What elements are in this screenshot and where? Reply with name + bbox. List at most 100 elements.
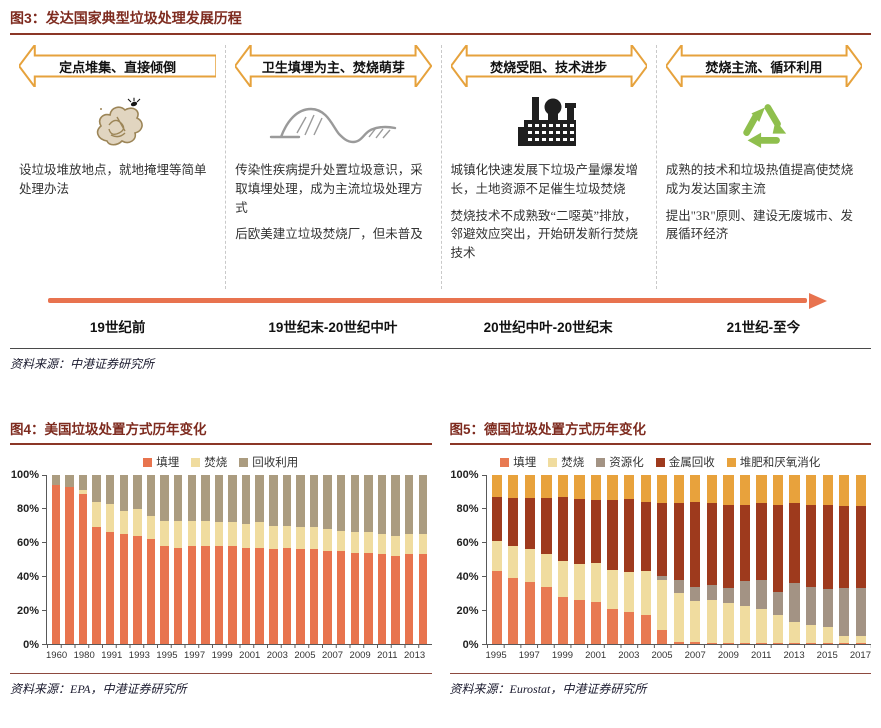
x-axis-label: 1993 xyxy=(128,650,150,661)
x-label-slot xyxy=(639,650,651,664)
bar-segment xyxy=(508,497,519,546)
bar-segment xyxy=(772,475,784,506)
bar-segment xyxy=(508,578,519,644)
stacked-bar xyxy=(105,475,115,644)
y-axis-label: 40% xyxy=(16,571,39,583)
x-axis-label: 2001 xyxy=(585,650,607,661)
y-axis: 100% 80% 60% 40% 20% 0% xyxy=(450,469,486,651)
legend-item: 资源化 xyxy=(596,454,644,470)
bar-segment xyxy=(624,475,635,499)
stacked-bar xyxy=(855,475,866,644)
bar-segment xyxy=(690,586,701,601)
x-label-slot: 2003 xyxy=(267,650,288,664)
x-label-slot: 2009 xyxy=(718,650,739,664)
y-axis-label: 0% xyxy=(23,639,39,651)
bar-slot xyxy=(131,475,145,644)
bar-segment xyxy=(541,475,552,498)
bar-segment xyxy=(508,545,519,579)
stacked-bar xyxy=(364,475,373,644)
x-label-slot xyxy=(771,650,783,664)
y-axis-tick xyxy=(481,474,486,476)
y-axis-label: 60% xyxy=(456,537,479,549)
bar-segment xyxy=(673,475,684,503)
bar-segment xyxy=(51,475,60,486)
stage-column: 焚烧受阻、技术进步 城镇化快速发展下垃圾产量爆发增长，土地资源不足催生垃圾焚烧 焚烧… xyxy=(440,45,656,289)
bar-segment xyxy=(269,475,278,526)
bar-slot xyxy=(348,475,362,644)
stacked-bar xyxy=(624,475,635,644)
stage-banner-label: 焚烧主流、循环利用 xyxy=(705,59,823,75)
y-axis-label: 20% xyxy=(456,605,479,617)
y-axis-label: 100% xyxy=(10,469,39,481)
stage-column: 焚烧主流、循环利用 成熟的技术和垃圾热值提高使焚烧成为发达国家主流 提出"3R"原则… xyxy=(655,45,871,289)
legend-item: 填埋 xyxy=(143,454,179,470)
stages-row: 定点堆集、直接倾倒 设垃圾堆放地点，就地掩埋等简单处理办法 卫生填埋为主、焚烧萌芽传… xyxy=(10,45,871,289)
x-axis-label: 2005 xyxy=(294,650,316,661)
timeline-arrowhead-icon xyxy=(809,293,827,309)
bar-segment xyxy=(146,539,156,644)
y-axis-label: 60% xyxy=(16,537,39,549)
y-axis-tick xyxy=(42,474,46,476)
x-axis-label: 1995 xyxy=(485,650,507,661)
y-axis-tick xyxy=(42,508,46,510)
x-label-slot xyxy=(673,650,685,664)
stage-icon-box xyxy=(19,91,216,153)
bar-segment xyxy=(508,475,519,498)
stacked-bar xyxy=(756,475,767,644)
bar-segment xyxy=(806,643,817,644)
bar-segment xyxy=(187,475,196,521)
recycle-icon xyxy=(743,104,787,149)
bar-segment xyxy=(296,527,305,550)
bar-segment xyxy=(491,475,502,497)
bar-segment xyxy=(133,508,142,536)
bar-segment xyxy=(839,643,850,644)
bar-slot xyxy=(280,475,294,644)
y-axis-tick xyxy=(42,609,46,611)
bar-segment xyxy=(739,475,751,505)
plot-column: 1995 1997 1999 2001 2003 2005 2007 2009 2011 2013… xyxy=(481,474,871,664)
bar-segment xyxy=(806,475,817,505)
bar-segment xyxy=(160,520,169,546)
stage-paragraph: 焚烧技术不成熟致“二噁英”排放，邻避效应突出，开始研发新行焚烧技术 xyxy=(450,208,639,261)
bar-segment xyxy=(391,535,400,557)
legend-label: 焚烧 xyxy=(204,457,228,469)
legend-label: 焚烧 xyxy=(561,457,585,469)
bar-segment xyxy=(201,520,210,546)
x-axis-label: 2007 xyxy=(321,650,344,661)
stacked-bar xyxy=(391,475,400,644)
bar-segment xyxy=(806,624,817,644)
plot-area xyxy=(42,474,432,645)
bar-slot xyxy=(253,475,267,644)
x-axis-label: 1960 xyxy=(46,650,68,661)
bar-slot xyxy=(819,475,836,644)
bar-segment xyxy=(806,587,817,625)
bar-segment xyxy=(524,475,535,498)
report-page: 图3：发达国家典型垃圾处理发展历程 定点堆集、直接倾倒 设垃圾堆放地点，就地掩埋等… xyxy=(10,10,871,696)
bar-segment xyxy=(92,527,101,644)
bar-segment xyxy=(524,497,535,550)
x-label-slot: 2017 xyxy=(850,650,871,664)
bar-segment xyxy=(323,551,332,644)
stacked-bar xyxy=(337,475,346,644)
figure5-divider xyxy=(449,673,871,674)
stacked-bar xyxy=(418,475,428,644)
bar-segment xyxy=(574,475,585,499)
bar-segment xyxy=(789,622,800,644)
bar-segment xyxy=(706,584,717,601)
bar-slot xyxy=(654,475,671,644)
stacked-bar xyxy=(309,475,319,644)
stage-icon-box xyxy=(666,91,862,153)
bar-segment xyxy=(541,553,552,587)
stacked-bar xyxy=(574,475,585,644)
legend: 填埋 焚烧 回收利用 xyxy=(10,454,432,470)
timeline-period-label: 19世纪前 xyxy=(89,320,146,335)
bar-segment xyxy=(201,475,210,521)
bar-segment xyxy=(806,504,817,588)
bar-segment xyxy=(772,643,784,644)
bar-segment xyxy=(855,475,866,507)
stacked-bar xyxy=(282,475,292,644)
stacked-bar xyxy=(296,475,305,644)
x-label-slot: 2003 xyxy=(618,650,639,664)
bar-segment xyxy=(228,522,237,546)
bar-segment xyxy=(524,549,535,583)
